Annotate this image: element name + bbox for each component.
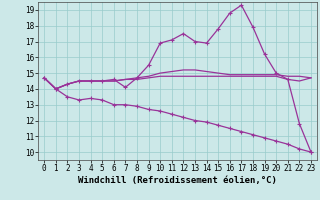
X-axis label: Windchill (Refroidissement éolien,°C): Windchill (Refroidissement éolien,°C) bbox=[78, 176, 277, 185]
